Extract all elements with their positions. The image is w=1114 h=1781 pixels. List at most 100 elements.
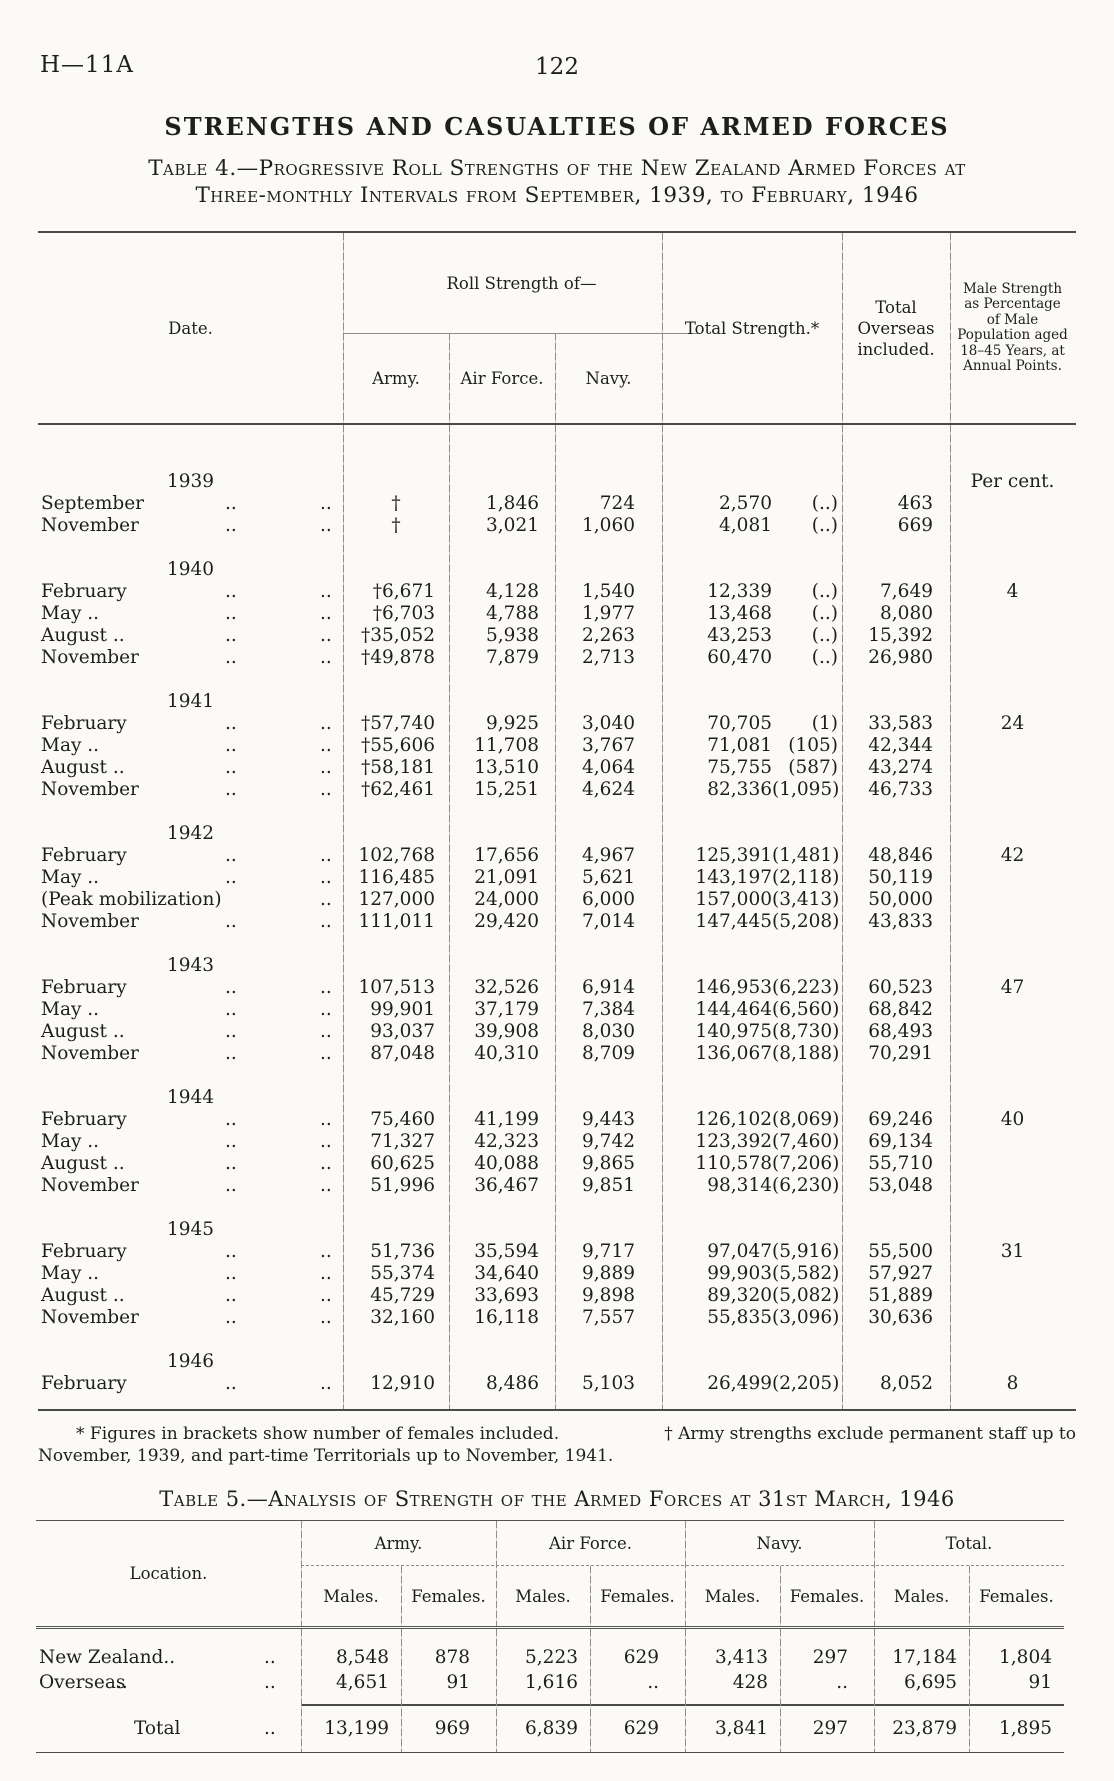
females-included-bracket: (5,582) — [772, 1263, 840, 1284]
year-group: 1944 February.... 75,460 41,199 9,443 126,102… — [38, 1065, 1076, 1197]
overseas-value: 60,523 — [868, 977, 933, 998]
air-force-value: 15,251 — [474, 779, 539, 800]
date-month: February — [41, 713, 127, 734]
total-strength-cell: 136,067 (8,188) — [662, 1043, 842, 1065]
date-month: November — [41, 1175, 139, 1196]
date-month: September — [41, 493, 145, 514]
date-month: November — [41, 779, 139, 800]
air-force-value: 9,925 — [486, 713, 539, 734]
date-cell: February.... — [38, 977, 343, 999]
air-force-value: 21,091 — [474, 867, 539, 888]
value-cell: .. — [647, 1672, 659, 1693]
females-included-bracket: (..) — [811, 603, 838, 624]
navy-value: 6,914 — [582, 977, 635, 998]
table5-header: Location. Army. Air Force. Navy. Total. … — [36, 1521, 1064, 1629]
overseas-value: 50,119 — [868, 867, 933, 888]
location-cell: Total.. — [36, 1715, 301, 1742]
navy-value: 1,060 — [582, 515, 635, 536]
females-included-bracket: (..) — [811, 515, 838, 536]
dot-leader: .. — [320, 1373, 332, 1394]
dot-leader: .. — [320, 625, 332, 646]
percent-value — [950, 1307, 1075, 1329]
dot-leader: .. — [320, 647, 332, 668]
overseas-value: 43,833 — [868, 911, 933, 932]
overseas-value: 669 — [897, 515, 933, 536]
percent-value — [950, 603, 1075, 625]
air-force-value: 4,128 — [486, 581, 539, 602]
date-month: November — [41, 1307, 139, 1328]
dot-leader: .. — [320, 603, 332, 624]
dot-leader: .. — [225, 493, 237, 514]
date-cell: August ...... — [38, 625, 343, 647]
percent-value: 47 — [1000, 977, 1025, 998]
table-row: February.... †6,671 4,128 1,540 12,339 (..) 7,… — [38, 581, 1076, 603]
army-value: †6,703 — [372, 603, 435, 624]
per-cent-note — [950, 955, 1075, 977]
date-cell: February.... — [38, 581, 343, 603]
army-value: 107,513 — [358, 977, 435, 998]
total-strength-value: 75,755 — [707, 757, 772, 778]
dot-leader: .. — [225, 1307, 237, 1328]
dot-leader: .. — [116, 1672, 128, 1693]
date-month: February — [41, 977, 127, 998]
total-strength-cell: 70,705 (1) — [662, 713, 842, 735]
navy-value: 8,030 — [582, 1021, 635, 1042]
total-strength-cell: 147,445 (5,208) — [662, 911, 842, 933]
navy-value: 2,263 — [582, 625, 635, 646]
date-month: February — [41, 1109, 127, 1130]
percent-value — [950, 1285, 1075, 1307]
air-force-value: 1,846 — [486, 493, 539, 514]
dot-leader: .. — [225, 845, 237, 866]
air-force-value: 8,486 — [486, 1373, 539, 1394]
dot-leader: .. — [225, 867, 237, 888]
sub-header-females: Females. — [411, 1586, 486, 1606]
date-month: May .. — [41, 867, 100, 888]
per-cent-note — [950, 1351, 1075, 1373]
air-force-value: 42,323 — [474, 1131, 539, 1152]
total-strength-cell: 123,392 (7,460) — [662, 1131, 842, 1153]
dot-leader: .. — [320, 713, 332, 734]
percent-value — [950, 493, 1075, 515]
overseas-value: 69,246 — [868, 1109, 933, 1130]
percent-value: 42 — [1000, 845, 1025, 866]
column-rule — [662, 425, 663, 1409]
total-row-rule — [301, 1704, 1064, 1706]
table-row: August ...... 93,037 39,908 8,030 140,975 (8,… — [38, 1021, 1076, 1043]
army-value: 32,160 — [370, 1307, 435, 1328]
table-row: February.... 75,460 41,199 9,443 126,102 (8,0… — [38, 1109, 1076, 1131]
dot-leader: .. — [225, 1153, 237, 1174]
total-strength-cell: 75,755 (587) — [662, 757, 842, 779]
navy-value: 724 — [599, 493, 635, 514]
dot-leader: .. — [225, 1175, 237, 1196]
value-cell: .. — [836, 1672, 848, 1693]
females-included-bracket: (..) — [811, 625, 838, 646]
date-cell: November.... — [38, 1307, 343, 1329]
year-group: 1946 February.... 12,910 8,486 5,103 26,499 (2… — [38, 1329, 1076, 1395]
overseas-value: 463 — [897, 493, 933, 514]
table4-body: 1939 Per cent. September.... † 1,846 724 2,570… — [38, 425, 1076, 1409]
dot-leader: .. — [225, 647, 237, 668]
sub-header-males: Males. — [704, 1586, 761, 1606]
per-cent-note — [950, 823, 1075, 845]
dot-leader: .. — [264, 1717, 276, 1739]
value-cell: 91 — [1028, 1672, 1052, 1693]
total-strength-value: 13,468 — [707, 603, 772, 624]
dot-leader: .. — [320, 581, 332, 602]
percent-value — [950, 867, 1075, 889]
total-strength-value: 140,975 — [695, 1021, 772, 1042]
air-force-value: 7,879 — [486, 647, 539, 668]
overseas-value: 8,080 — [880, 603, 933, 624]
table-row: May ...... 55,374 34,640 9,889 99,903 (5,582)… — [38, 1263, 1076, 1285]
dot-leader: .. — [320, 1285, 332, 1306]
navy-value: 3,040 — [582, 713, 635, 734]
total-strength-value: 126,102 — [695, 1109, 772, 1130]
navy-value: 8,709 — [582, 1043, 635, 1064]
navy-value: 4,967 — [582, 845, 635, 866]
value-cell: 629 — [623, 1717, 659, 1739]
air-force-value: 40,088 — [474, 1153, 539, 1174]
dot-leader: .. — [225, 735, 237, 756]
column-rule — [874, 1521, 875, 1626]
value-cell: 17,184 — [892, 1647, 957, 1668]
navy-value: 5,103 — [582, 1373, 635, 1394]
table-row: February.... 51,736 35,594 9,717 97,047 (5,91… — [38, 1241, 1076, 1263]
